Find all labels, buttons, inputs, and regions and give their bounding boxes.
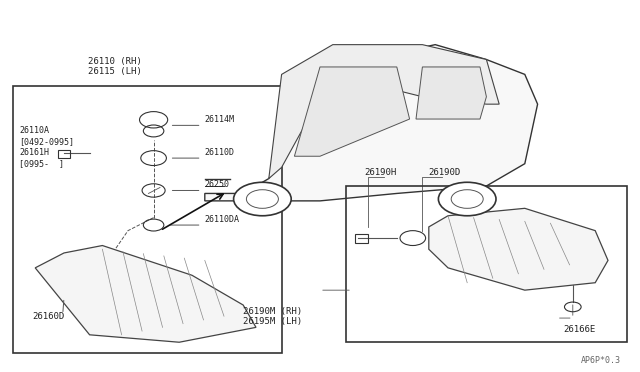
Circle shape	[234, 182, 291, 216]
Text: 26110 (RH)
26115 (LH): 26110 (RH) 26115 (LH)	[88, 57, 142, 76]
Polygon shape	[205, 45, 538, 201]
Text: [0995-  ]: [0995- ]	[19, 159, 64, 168]
Text: 26166E: 26166E	[563, 325, 595, 334]
Text: 26190H: 26190H	[365, 168, 397, 177]
Text: [0492-0995]: [0492-0995]	[19, 137, 74, 146]
Circle shape	[438, 182, 496, 216]
Text: 26161H: 26161H	[19, 148, 49, 157]
Text: 26110D: 26110D	[205, 148, 235, 157]
Text: 26114M: 26114M	[205, 115, 235, 124]
Polygon shape	[294, 67, 410, 156]
Text: 26250: 26250	[205, 180, 230, 189]
Bar	[355, 234, 368, 244]
Text: 26160D: 26160D	[32, 312, 64, 321]
Polygon shape	[35, 246, 256, 342]
Polygon shape	[269, 45, 499, 179]
Polygon shape	[429, 208, 608, 290]
Bar	[346, 186, 627, 342]
Bar	[58, 150, 70, 158]
Polygon shape	[416, 67, 486, 119]
Text: 26190M (RH)
26195M (LH): 26190M (RH) 26195M (LH)	[243, 307, 302, 326]
Bar	[13, 86, 282, 353]
Text: 26110DA: 26110DA	[205, 215, 240, 224]
Text: AP6P*0.3: AP6P*0.3	[581, 356, 621, 365]
Text: 26190D: 26190D	[429, 168, 461, 177]
Text: 26110A: 26110A	[19, 126, 49, 135]
